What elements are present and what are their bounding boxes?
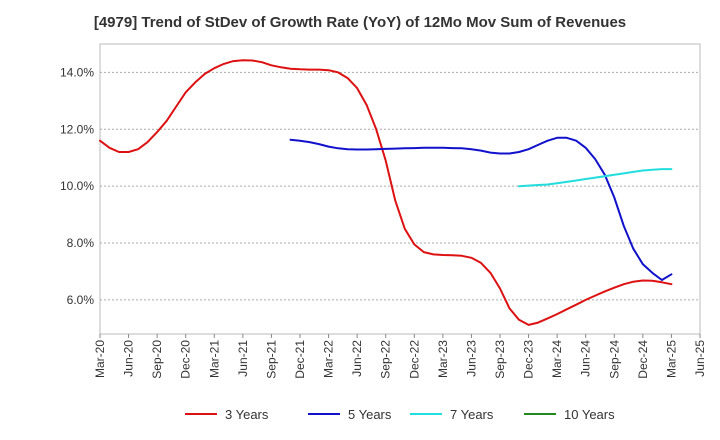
x-tick-label: Sep-24 <box>607 340 621 379</box>
x-tick-label: Dec-23 <box>522 340 536 379</box>
series-line-3-years <box>99 59 673 326</box>
x-tick-label: Dec-24 <box>636 340 650 379</box>
y-axis: 6.0% 8.0% 10.0% 12.0% 14.0% <box>60 65 94 306</box>
series-layer <box>99 59 673 326</box>
x-tick-label: Dec-22 <box>407 340 421 379</box>
chart-title: [4979] Trend of StDev of Growth Rate (Yo… <box>93 14 627 31</box>
x-tick-label: Mar-21 <box>207 340 221 378</box>
legend-label: 3 Years <box>225 407 269 422</box>
x-tick-label: Mar-25 <box>664 340 678 378</box>
x-tick-label: Sep-22 <box>379 340 393 379</box>
series-line-7-years <box>518 168 673 188</box>
x-tick-label: Mar-23 <box>436 340 450 378</box>
y-tick-label: 10.0% <box>60 179 94 193</box>
x-tick-label: Sep-21 <box>264 340 278 379</box>
y-tick-label: 8.0% <box>67 236 95 250</box>
legend: 3 Years 5 Years 7 Years 10 Years <box>185 407 615 422</box>
x-tick-label: Jun-25 <box>693 340 707 377</box>
legend-label: 7 Years <box>450 407 494 422</box>
x-tick-label: Mar-24 <box>550 340 564 378</box>
plot-frame <box>99 43 701 335</box>
x-tick-label: Mar-20 <box>93 340 107 378</box>
x-tick-label: Sep-23 <box>493 340 507 379</box>
x-tick-label: Jun-20 <box>122 340 136 377</box>
y-tick-label: 12.0% <box>60 122 94 136</box>
x-axis: Mar-20 Jun-20 Sep-20 Dec-20 Mar-21 Jun-21 Sep-… <box>93 334 707 379</box>
x-tick-label: Sep-20 <box>150 340 164 379</box>
grid-layer <box>100 71 700 301</box>
x-tick-label: Jun-23 <box>464 340 478 377</box>
legend-label: 5 Years <box>348 407 392 422</box>
y-tick-label: 6.0% <box>67 293 95 307</box>
x-tick-label: Dec-21 <box>293 340 307 379</box>
x-tick-label: Jun-22 <box>350 340 364 377</box>
x-tick-label: Jun-24 <box>579 340 593 377</box>
legend-label: 10 Years <box>564 407 615 422</box>
x-tick-label: Mar-22 <box>322 340 336 378</box>
y-tick-label: 14.0% <box>60 65 94 79</box>
series-line-5-years <box>289 136 673 281</box>
x-tick-label: Jun-21 <box>236 340 250 377</box>
x-tick-label: Dec-20 <box>179 340 193 379</box>
